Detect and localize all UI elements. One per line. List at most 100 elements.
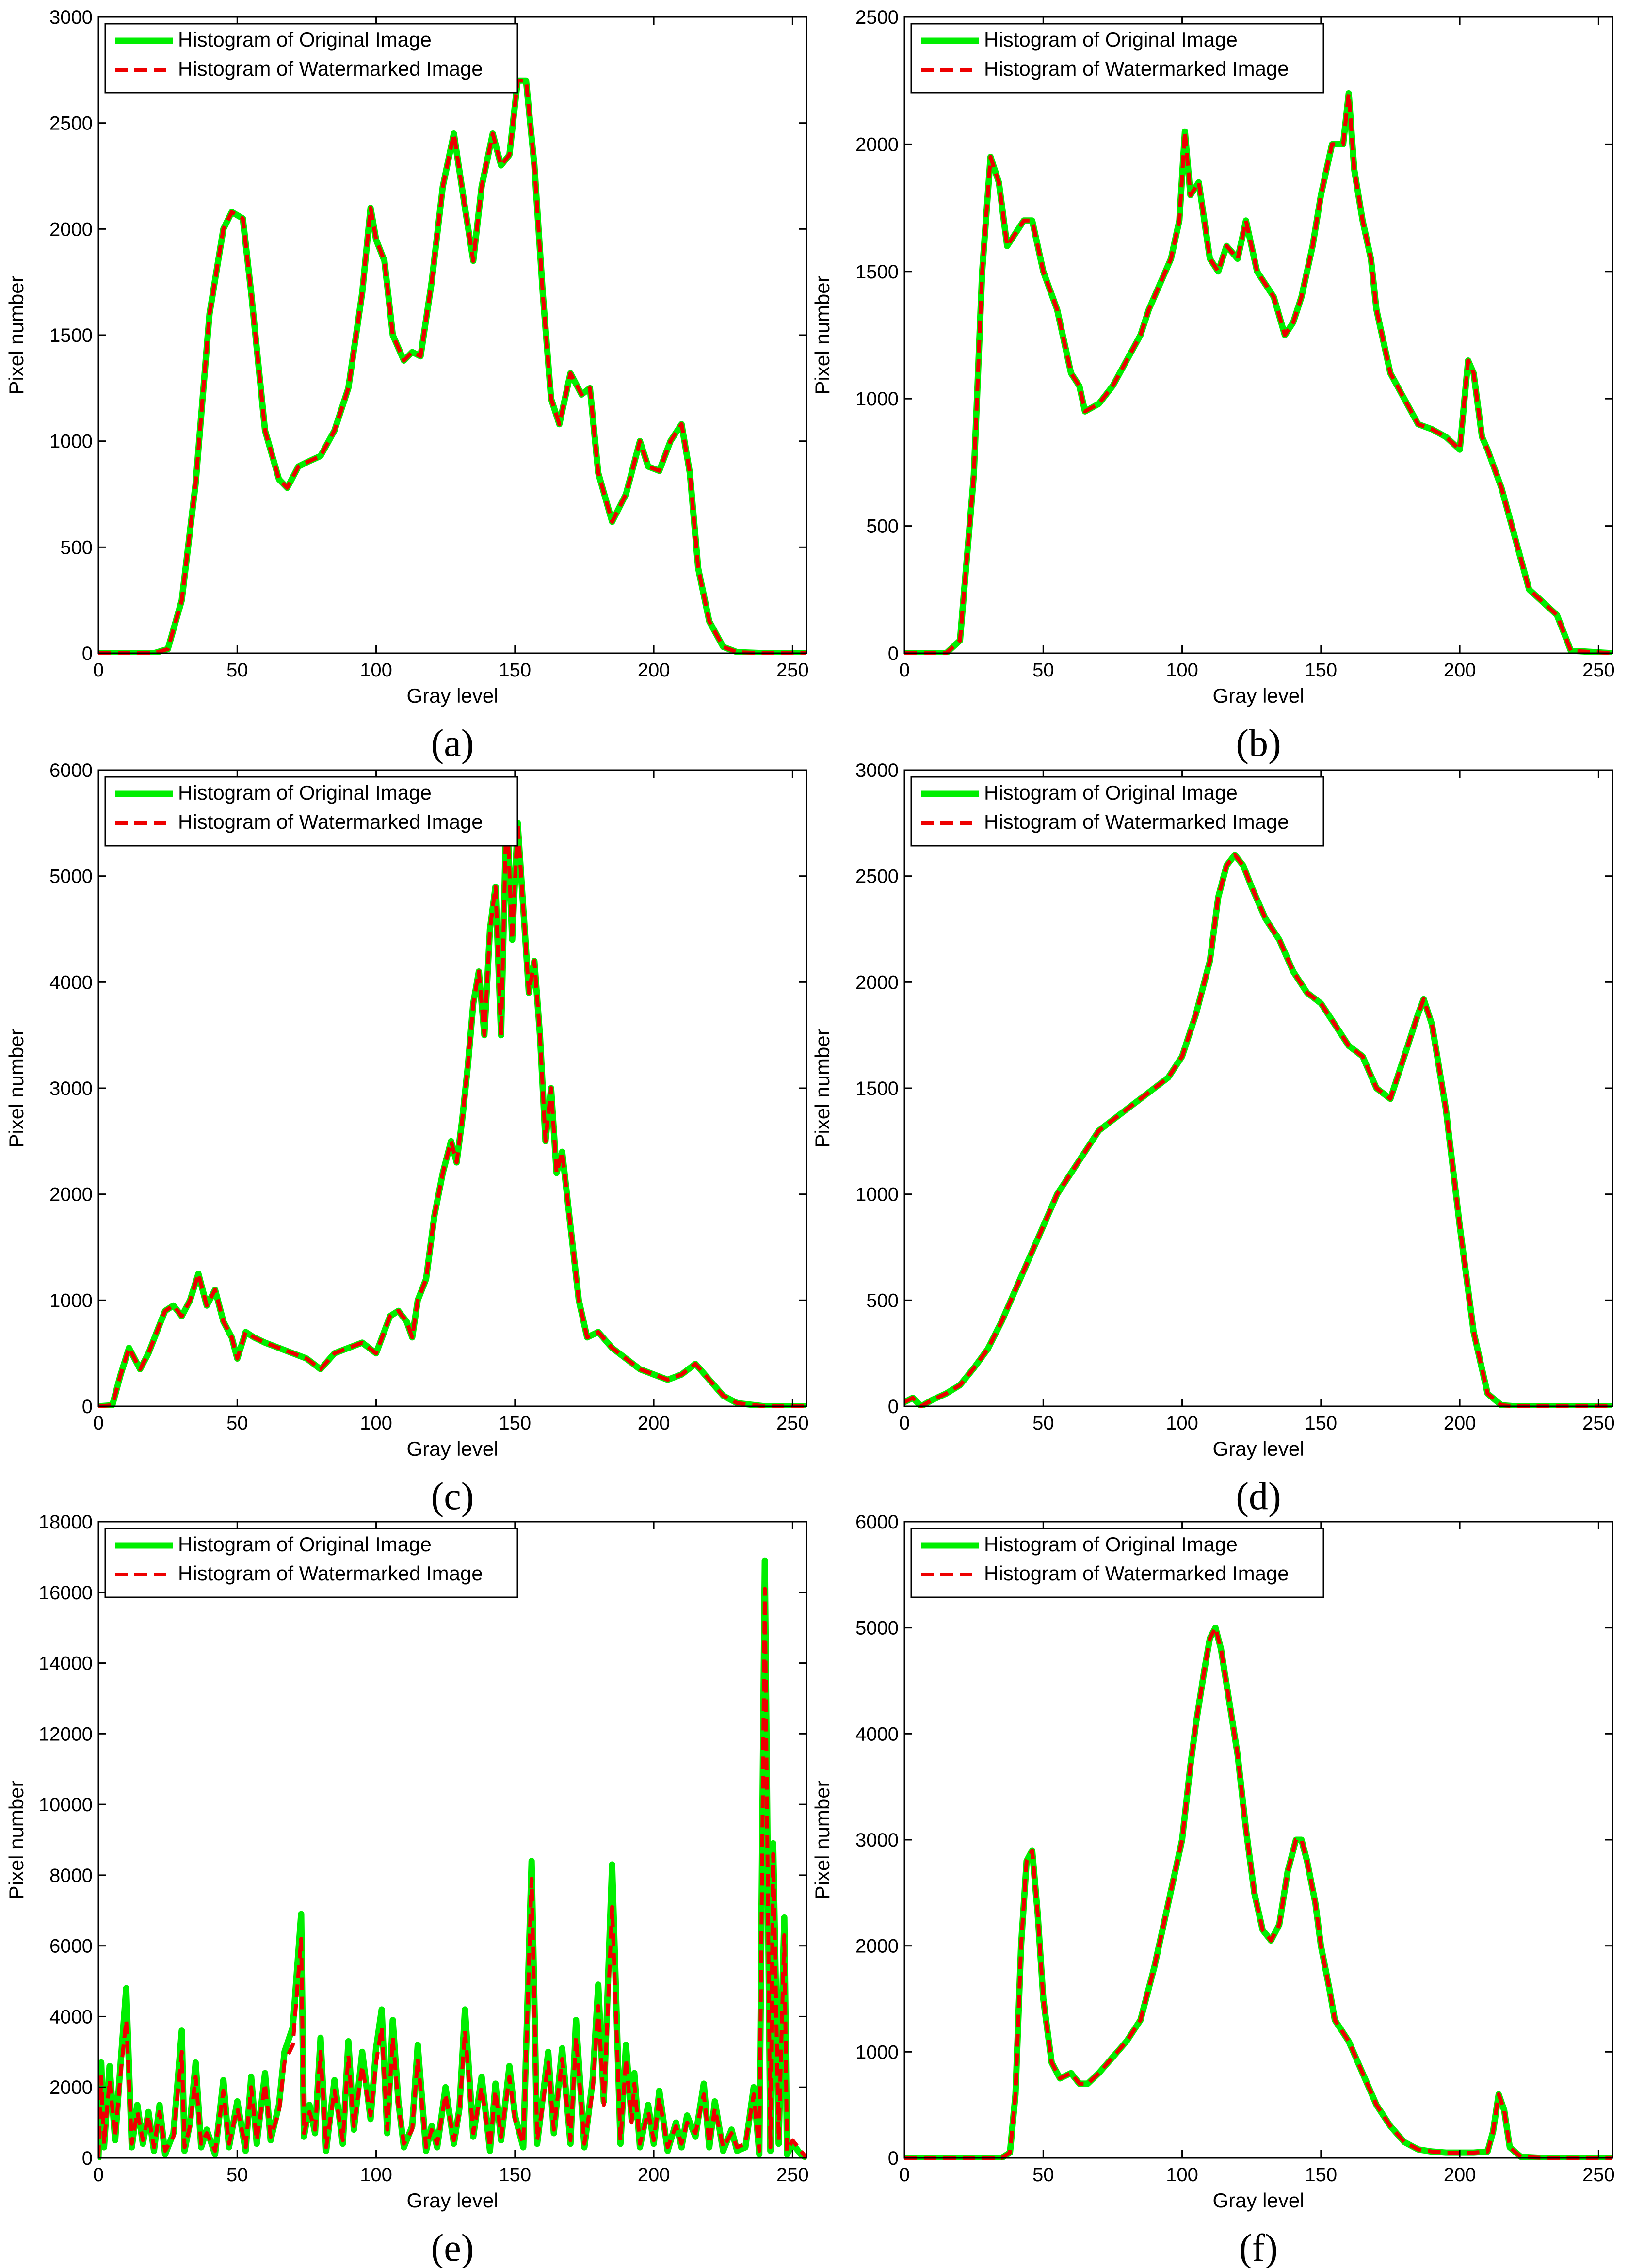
legend-box bbox=[104, 1528, 518, 1598]
y-tick-label: 1000 bbox=[49, 1290, 93, 1311]
x-tick-label: 150 bbox=[499, 2164, 531, 2186]
y-tick-label: 1500 bbox=[855, 1078, 899, 1099]
legend: Histogram of Original Image Histogram of … bbox=[104, 23, 518, 94]
x-tick-label: 50 bbox=[226, 2164, 248, 2186]
x-tick-label: 100 bbox=[360, 659, 392, 681]
y-tick-label: 3000 bbox=[49, 7, 93, 28]
x-tick-label: 100 bbox=[1166, 1413, 1198, 1434]
y-tick-label: 2000 bbox=[855, 134, 899, 155]
series-watermarked-line bbox=[98, 79, 806, 655]
y-tick-label: 10000 bbox=[39, 1794, 93, 1816]
axes-box bbox=[97, 1521, 807, 2159]
x-tick-label: 150 bbox=[499, 1413, 531, 1434]
y-tick-label: 6000 bbox=[855, 1512, 899, 1533]
x-tick-label: 50 bbox=[226, 1413, 248, 1434]
series-group bbox=[98, 77, 806, 655]
y-tick-label: 2500 bbox=[49, 113, 93, 134]
panel-f: 0 50 100 150 200 250 0 1000 2000 3000 4000 5000 6000… bbox=[811, 1512, 1615, 2268]
panel-b: 0 50 100 150 200 25005001000150020002500Gray … bbox=[811, 7, 1615, 765]
y-tick-label: 2000 bbox=[49, 219, 93, 240]
plot-area bbox=[904, 770, 1612, 1406]
x-tick-label: 100 bbox=[1166, 2164, 1198, 2186]
y-tick-label: 6000 bbox=[49, 1936, 93, 1957]
y-tick-label: 2000 bbox=[49, 2077, 93, 2098]
y-tick-label: 2500 bbox=[855, 866, 899, 887]
x-axis-label: Gray level bbox=[406, 684, 498, 707]
y-tick-label: 0 bbox=[888, 1396, 899, 1417]
legend: Histogram of Original Image Histogram of … bbox=[910, 1528, 1324, 1598]
legend-label-original: Histogram of Original Image bbox=[984, 1533, 1238, 1556]
plot-area bbox=[98, 770, 806, 1406]
legend-label-original: Histogram of Original Image bbox=[178, 781, 432, 804]
y-tick-label: 1500 bbox=[49, 325, 93, 346]
x-axis-label: Gray level bbox=[1212, 1437, 1304, 1460]
x-tick-label: 150 bbox=[499, 659, 531, 681]
series-group bbox=[904, 90, 1612, 655]
y-tick-label: 500 bbox=[866, 516, 899, 537]
x-tick-label: 100 bbox=[360, 1413, 392, 1434]
series-group bbox=[98, 799, 806, 1408]
x-tick-label: 50 bbox=[226, 659, 248, 681]
x-tick-label: 50 bbox=[1032, 1413, 1054, 1434]
y-tick-label: 0 bbox=[82, 2148, 93, 2169]
x-tick-label: 100 bbox=[1166, 659, 1198, 681]
y-tick-label: 5000 bbox=[49, 866, 93, 887]
y-tick-label: 2500 bbox=[855, 7, 899, 28]
y-axis-label: Pixel number bbox=[5, 1029, 28, 1147]
legend: Histogram of Original Image Histogram of … bbox=[910, 23, 1324, 94]
y-tick-label: 1500 bbox=[855, 261, 899, 283]
y-tick-label: 4000 bbox=[49, 972, 93, 993]
plot-area bbox=[904, 17, 1612, 653]
x-tick-label: 200 bbox=[638, 1413, 670, 1434]
y-tick-label: 500 bbox=[60, 537, 93, 558]
panel-c: 0 50 100 150 200 250 0 1000 2000 3000 4000 5000 6000… bbox=[5, 760, 809, 1518]
x-tick-label: 200 bbox=[638, 2164, 670, 2186]
plot-area bbox=[98, 17, 806, 653]
series-watermarked-line bbox=[904, 91, 1612, 655]
legend-box bbox=[104, 776, 518, 847]
legend-label-watermarked: Histogram of Watermarked Image bbox=[984, 57, 1289, 80]
series-group bbox=[98, 1557, 806, 2160]
y-tick-label: 1000 bbox=[855, 2042, 899, 2063]
panel-e: 0 50 100 150 200 250 0 2000 4000 6000 8000 10000 120… bbox=[5, 1512, 809, 2268]
y-tick-label: 2000 bbox=[855, 972, 899, 993]
panel-a: 0 50 100 150 200 250050010001500200025003000G… bbox=[5, 7, 809, 765]
panel-caption: (a) bbox=[431, 722, 474, 765]
x-tick-label: 200 bbox=[1444, 659, 1476, 681]
y-axis-label: Pixel number bbox=[811, 1780, 834, 1899]
legend-label-watermarked: Histogram of Watermarked Image bbox=[178, 1562, 483, 1585]
y-tick-label: 12000 bbox=[39, 1723, 93, 1745]
x-tick-label: 200 bbox=[1444, 2164, 1476, 2186]
y-tick-label: 3000 bbox=[855, 760, 899, 781]
series-watermarked-line bbox=[904, 853, 1612, 1408]
x-axis-label: Gray level bbox=[406, 2189, 498, 2212]
x-axis-label: Gray level bbox=[406, 1437, 498, 1460]
series-group bbox=[904, 1625, 1612, 2160]
y-tick-label: 4000 bbox=[855, 1723, 899, 1745]
panel-caption: (d) bbox=[1236, 1475, 1281, 1518]
y-axis-label: Pixel number bbox=[5, 275, 28, 394]
panel-caption: (b) bbox=[1236, 722, 1281, 765]
legend-label-watermarked: Histogram of Watermarked Image bbox=[984, 1562, 1289, 1585]
y-tick-label: 4000 bbox=[49, 2006, 93, 2027]
y-axis-label: Pixel number bbox=[811, 275, 834, 394]
y-tick-label: 14000 bbox=[39, 1653, 93, 1674]
x-tick-label: 250 bbox=[776, 659, 809, 681]
legend-box bbox=[910, 776, 1324, 847]
legend-label-original: Histogram of Original Image bbox=[984, 28, 1238, 51]
y-tick-label: 1000 bbox=[49, 431, 93, 452]
x-tick-label: 150 bbox=[1305, 1413, 1337, 1434]
y-tick-label: 6000 bbox=[49, 760, 93, 781]
legend: Histogram of Original Image Histogram of … bbox=[104, 1528, 518, 1598]
legend-label-watermarked: Histogram of Watermarked Image bbox=[178, 57, 483, 80]
x-tick-label: 250 bbox=[776, 1413, 809, 1434]
x-tick-label: 150 bbox=[1305, 659, 1337, 681]
legend-label-watermarked: Histogram of Watermarked Image bbox=[984, 810, 1289, 833]
legend-label-original: Histogram of Original Image bbox=[984, 781, 1238, 804]
axes-box bbox=[903, 16, 1613, 654]
y-tick-label: 0 bbox=[82, 1396, 93, 1417]
series-group bbox=[904, 852, 1612, 1408]
panel-caption: (f) bbox=[1239, 2227, 1278, 2268]
x-axis-label: Gray level bbox=[1212, 2189, 1304, 2212]
